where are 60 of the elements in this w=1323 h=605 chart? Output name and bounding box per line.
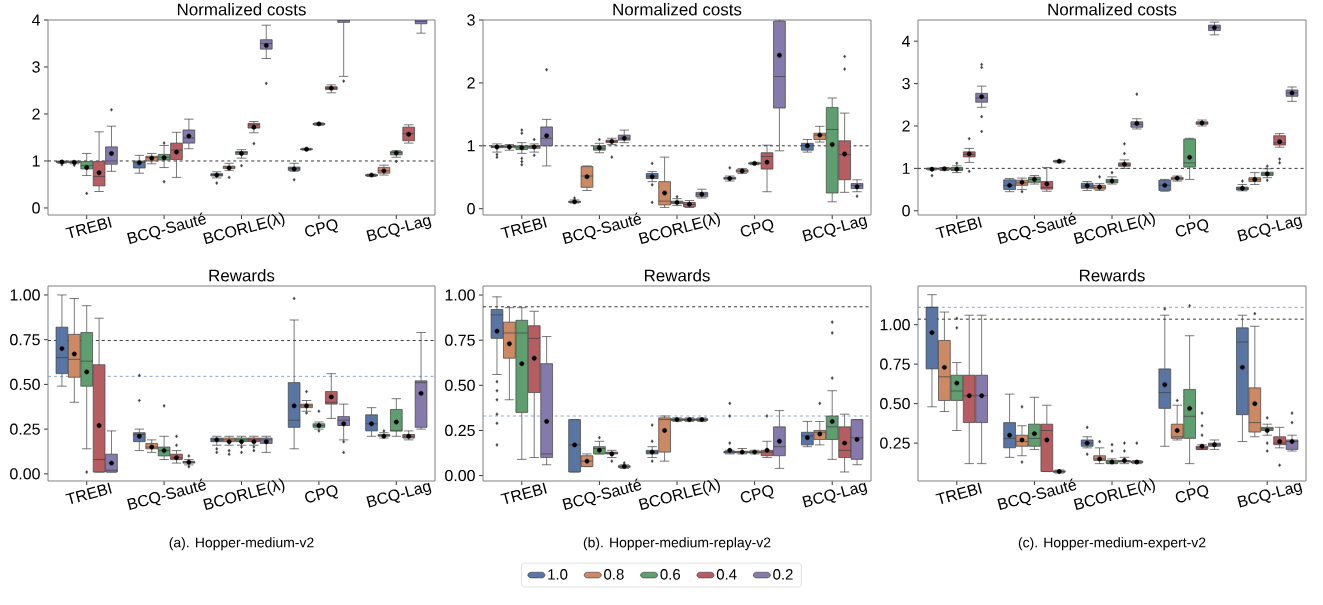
y-tick-label: 0.75 (445, 334, 475, 346)
legend-label: 0.6 (660, 569, 681, 580)
x-tick-label: BCQ-Lag (366, 216, 432, 242)
legend-label: 0.4 (716, 569, 737, 580)
y-tick-label: 4 (31, 14, 41, 26)
y-tick-label: 0.00 (10, 468, 40, 480)
y-tick-label: 0.00 (445, 469, 475, 482)
legend-label: 0.8 (604, 569, 624, 580)
x-tick-label: CPQ (305, 485, 339, 503)
y-tick-label: 1.00 (880, 319, 910, 331)
x-tick-label: CPQ (740, 485, 774, 503)
x-tick-label: TREBI (935, 482, 982, 505)
y-tick-label: 0 (902, 205, 910, 217)
x-tick-label: TREBI (500, 482, 547, 505)
chart-title: Normalized costs (177, 3, 306, 16)
chart-title: Rewards (644, 269, 710, 282)
x-tick-label: TREBI (935, 216, 982, 238)
y-tick-label: 0.25 (10, 423, 40, 435)
x-axis-title: (c). Hopper-medium-expert-v2 (1018, 537, 1206, 551)
y-tick-label: 3 (32, 61, 40, 73)
y-tick-label: 4 (901, 35, 911, 47)
chart-title: Normalized costs (613, 3, 742, 16)
y-tick-label: 0.75 (10, 334, 40, 346)
y-tick-label: 0.25 (445, 424, 475, 437)
x-tick-label: BCQ-Lag (366, 482, 432, 508)
legend-label: 0.2 (773, 569, 793, 580)
y-tick-label: 1.00 (445, 289, 475, 301)
y-tick-label: 3 (467, 14, 475, 26)
chart-title: Rewards (1079, 269, 1145, 282)
x-tick-label: TREBI (500, 216, 547, 238)
y-tick-label: 2 (467, 77, 475, 89)
x-axis-title: (a). Hopper-medium-v2 (169, 537, 314, 551)
x-tick-label: TREBI (65, 216, 112, 239)
y-tick-label: 0.50 (445, 379, 475, 391)
x-axis-title: (b). Hopper-medium-replay-v2 (583, 537, 771, 551)
y-tick-label: 1 (902, 162, 910, 174)
x-tick-label: TREBI (65, 482, 112, 505)
y-tick-label: 1 (467, 140, 475, 152)
y-tick-label: 1.00 (10, 289, 40, 301)
y-tick-label: 0.75 (880, 358, 910, 370)
y-tick-label: 2 (32, 108, 40, 120)
y-tick-label: 0 (32, 202, 40, 214)
y-tick-label: 0 (467, 203, 475, 215)
x-tick-label: BCQ-Lag (802, 482, 868, 508)
chart-title: Normalized costs (1048, 3, 1177, 16)
x-tick-label: CPQ (1175, 485, 1209, 503)
x-tick-label: CPQ (1175, 219, 1209, 237)
legend-label: 1.0 (548, 569, 568, 580)
y-tick-label: 3 (902, 77, 910, 90)
chart-title: Rewards (209, 269, 275, 282)
y-tick-label: 0.50 (880, 398, 910, 410)
x-tick-label: CPQ (740, 219, 774, 237)
y-tick-label: 0.50 (10, 378, 40, 391)
x-tick-label: CPQ (305, 219, 339, 237)
x-tick-label: BCQ-Lag (1237, 216, 1303, 242)
x-tick-label: BCQ-Lag (1237, 482, 1303, 508)
y-tick-label: 2 (902, 120, 910, 132)
y-tick-label: 1 (32, 155, 40, 167)
x-tick-label: BCQ-Lag (802, 216, 868, 242)
y-tick-label: 0.25 (880, 437, 910, 449)
